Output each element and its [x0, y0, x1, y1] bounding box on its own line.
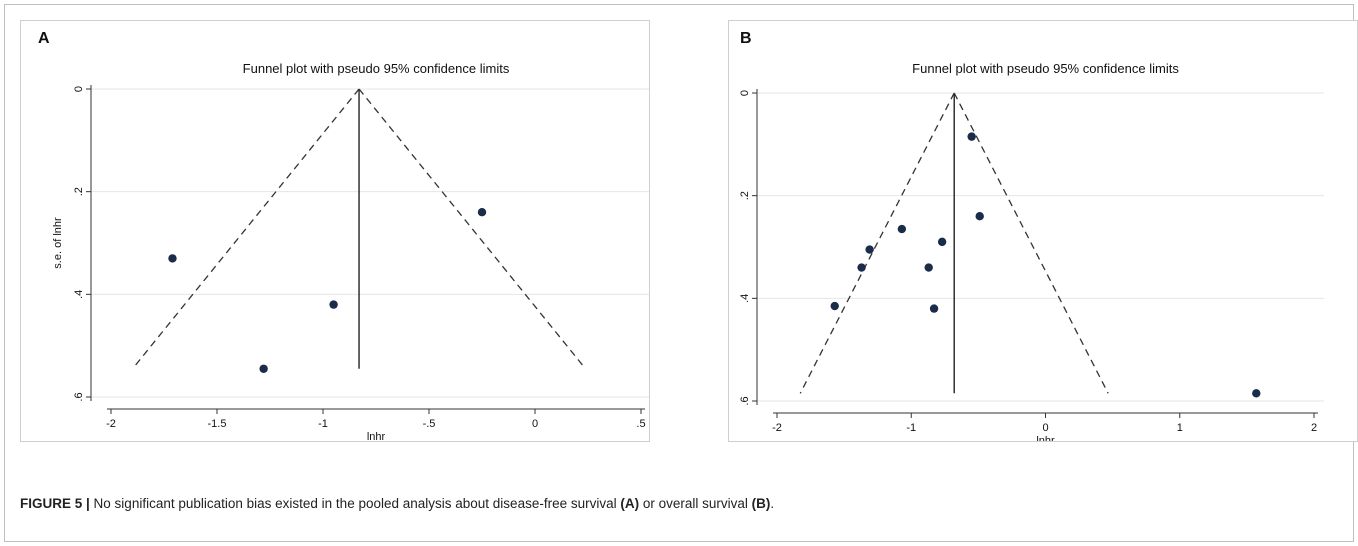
- caption-text: No significant publication bias existed …: [89, 496, 621, 511]
- study-point: [477, 208, 487, 217]
- x-tick-label: -1.5: [208, 418, 227, 430]
- x-tick-label: 0: [532, 418, 538, 430]
- y-tick-label: .2: [739, 191, 751, 200]
- x-tick-label: -1: [318, 418, 328, 430]
- study-point: [975, 212, 984, 221]
- study-point: [259, 364, 268, 373]
- study-point: [897, 224, 907, 234]
- study-point: [329, 300, 338, 309]
- study-point: [168, 254, 177, 263]
- panel-a: Funnel plot with pseudo 95% confidence l…: [20, 20, 650, 442]
- funnel-left-limit: [799, 92, 955, 394]
- x-axis-label: lnhr: [367, 431, 386, 441]
- x-tick-label: 0: [1042, 422, 1048, 434]
- panel-label-a: A: [38, 30, 50, 47]
- y-tick-label: .2: [73, 187, 85, 196]
- y-tick-label: .4: [73, 290, 85, 299]
- study-point: [929, 304, 939, 313]
- y-tick-label: .4: [739, 294, 751, 303]
- panel-label-b: B: [740, 30, 752, 47]
- x-tick-label: -.5: [423, 418, 436, 430]
- y-tick-label: 0: [739, 90, 751, 96]
- figure-caption: FIGURE 5 | No significant publication bi…: [20, 496, 1340, 511]
- caption-ref-b: (B): [751, 496, 771, 511]
- study-point: [967, 132, 976, 141]
- funnel-left-limit: [132, 88, 360, 370]
- funnel-right-limit: [358, 88, 587, 370]
- caption-mid: or overall survival: [639, 496, 752, 511]
- study-point: [924, 263, 933, 272]
- x-tick-label: -1: [906, 422, 916, 434]
- y-tick-label: .6: [73, 392, 85, 401]
- caption-ref-a: (A): [620, 496, 640, 511]
- x-tick-label: 2: [1311, 422, 1317, 434]
- x-tick-label: -2: [106, 418, 116, 430]
- x-tick-label: -2: [772, 422, 782, 434]
- study-point: [830, 301, 839, 311]
- chart-title: Funnel plot with pseudo 95% confidence l…: [243, 61, 510, 76]
- funnel-plot-a: Funnel plot with pseudo 95% confidence l…: [52, 61, 649, 441]
- chart-title: Funnel plot with pseudo 95% confidence l…: [912, 61, 1179, 76]
- study-point: [1252, 389, 1261, 398]
- study-point: [937, 237, 947, 247]
- panel-b: Funnel plot with pseudo 95% confidence l…: [728, 20, 1358, 442]
- y-tick-label: .6: [739, 396, 751, 405]
- x-tick-label: .5: [636, 418, 645, 430]
- caption-lead: FIGURE 5 |: [20, 496, 90, 511]
- y-axis-label: s.e. of lnhr: [52, 217, 64, 269]
- study-point: [857, 263, 866, 272]
- funnel-plot-b: Funnel plot with pseudo 95% confidence l…: [729, 61, 1324, 441]
- x-axis-label: lnhr: [1036, 435, 1055, 441]
- funnel-right-limit: [953, 92, 1109, 394]
- caption-end: .: [770, 496, 775, 511]
- x-tick-label: 1: [1177, 422, 1183, 434]
- y-axis-label: s.e. of lnhr: [729, 221, 730, 273]
- y-tick-label: 0: [73, 86, 85, 92]
- study-point: [865, 245, 874, 254]
